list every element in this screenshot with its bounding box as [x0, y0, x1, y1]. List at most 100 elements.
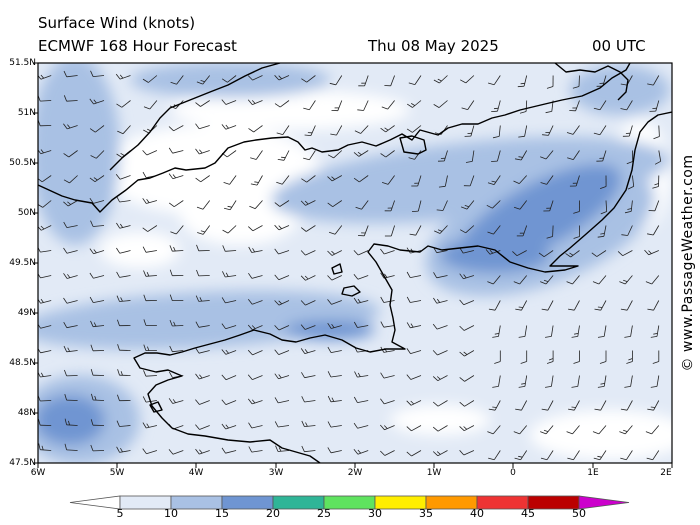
england-south-coast [38, 63, 631, 213]
wind-barb-feather [197, 232, 204, 235]
wind-barb [464, 375, 475, 382]
wind-barb [278, 400, 290, 404]
wind-barb [628, 125, 633, 137]
wind-barb [463, 300, 475, 306]
wind-barb-feather [274, 224, 280, 231]
wind-barb-feather [571, 336, 578, 338]
wind-barb-feather [327, 154, 334, 159]
wind-barb-feather [38, 418, 41, 426]
wind-barb-feather [380, 450, 386, 456]
wind-barb-feather [353, 321, 358, 328]
wind-barb [412, 125, 422, 133]
wind-barb-feather [89, 197, 94, 204]
wind-barb-feather [195, 321, 200, 328]
wind-barb [41, 225, 52, 231]
wind-barb-feather [459, 273, 464, 280]
wind-barb [414, 75, 422, 85]
wind-barb-feather [357, 151, 362, 156]
wind-barb-feather [645, 431, 652, 435]
wind-barb-feather [545, 336, 552, 338]
wind-barb-feather [353, 396, 358, 403]
wind-barb-feather [646, 457, 653, 461]
coastlines [38, 63, 672, 463]
wind-barb [494, 400, 501, 411]
wind-barb [119, 75, 131, 80]
wind-barb-feather [648, 250, 652, 254]
wind-barb [599, 100, 607, 111]
wind-barb-feather [116, 271, 120, 278]
wind-barb-feather [647, 83, 654, 86]
wind-barb [573, 300, 580, 311]
wind-barb [40, 150, 52, 155]
wind-barb-feather [487, 281, 494, 285]
wind-barb-feather [303, 107, 310, 111]
wind-barb [251, 450, 263, 453]
wind-barb [336, 125, 343, 136]
wind-barb-feather [63, 70, 68, 77]
wind-barb-feather [573, 361, 580, 364]
wind-barb-feather [437, 229, 443, 232]
wind-barb [437, 350, 448, 356]
wind-barb [658, 125, 660, 137]
lon-label: 6W [30, 468, 46, 478]
wind-barb-feather [650, 386, 658, 388]
wind-barb-feather [354, 371, 358, 378]
wind-barb-feather [460, 79, 466, 84]
wind-barb [599, 450, 607, 460]
wind-barb [524, 375, 528, 387]
wind-barb [66, 250, 78, 254]
colorbar-label: 25 [317, 507, 331, 520]
wind-barb [411, 425, 422, 432]
wind-barb [497, 150, 501, 162]
wind-barb [417, 175, 422, 187]
wind-barb [653, 75, 660, 86]
wind-barb [524, 125, 528, 137]
wind-barb [521, 400, 528, 411]
wind-barb [548, 125, 554, 136]
lon-label: 5W [109, 468, 125, 478]
wind-barb-feather [627, 208, 632, 210]
wind-barb [390, 75, 395, 86]
wind-barb [442, 200, 448, 211]
lat-label: 47.5N [9, 458, 36, 468]
wind-barb [410, 350, 422, 354]
wind-barb [252, 75, 263, 81]
wind-barb [492, 275, 501, 285]
wind-barb-feather [38, 178, 43, 183]
wind-barb-feather [248, 422, 253, 429]
wind-barb [225, 275, 237, 278]
wind-barb-feather [619, 281, 626, 285]
wind-barb-feather [146, 423, 150, 428]
wind-barb-feather [119, 223, 124, 228]
wind-barb-feather [432, 350, 438, 356]
wind-barb-feather [170, 81, 177, 85]
wind-barb-feather [620, 83, 628, 86]
wind-barb-feather [327, 371, 332, 378]
wind-barb [439, 225, 448, 234]
wind-barb-feather [147, 346, 150, 351]
wind-barb [146, 425, 157, 429]
wind-barb-feather [593, 107, 601, 111]
wind-barb-feather [546, 236, 553, 239]
wind-barb-feather [199, 449, 203, 454]
wind-barb-feather [406, 322, 411, 329]
wind-barb-feather [63, 123, 68, 130]
wind-barb [278, 275, 290, 281]
wind-barb [519, 175, 527, 184]
wind-barb [471, 150, 475, 162]
wind-barb-feather [624, 211, 632, 214]
wind-barb-feather [222, 245, 226, 252]
wind-barb [498, 375, 501, 387]
wind-barb [225, 425, 237, 430]
wind-barb [493, 175, 501, 185]
wind-barb-feather [67, 347, 71, 352]
wind-barb-feather [327, 395, 332, 402]
wind-barb-feather [67, 124, 71, 129]
wind-barb [305, 275, 316, 281]
wind-barb [282, 125, 290, 135]
wind-barb-feather [116, 295, 120, 302]
wind-barb [390, 225, 395, 237]
wind-barb-feather [40, 149, 44, 154]
wind-barb-feather [221, 297, 226, 304]
wind-barb-feather [63, 153, 70, 158]
